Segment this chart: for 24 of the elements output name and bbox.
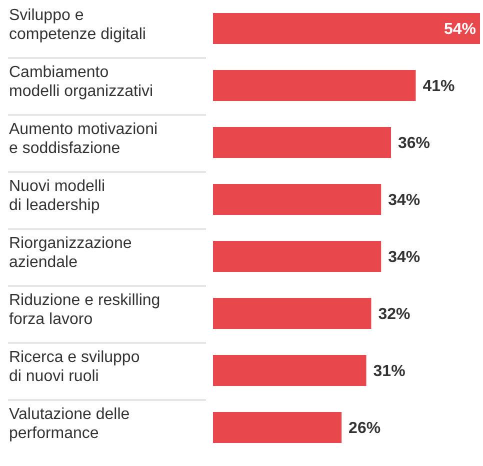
bar <box>213 412 342 443</box>
y-tick-label: Nuovi modelli di leadership <box>9 178 106 214</box>
y-tick-label: Riduzione e reskilling forza lavoro <box>9 292 160 328</box>
bar <box>213 184 382 215</box>
data-label: 54% <box>444 21 476 38</box>
y-tick-label: Sviluppo e competenze digitali <box>9 7 146 43</box>
data-label: 32% <box>378 306 410 323</box>
data-label: 41% <box>422 78 455 95</box>
bar <box>213 70 416 101</box>
y-tick-label: Riorganizzazione aziendale <box>9 235 132 271</box>
bar <box>213 13 480 44</box>
y-tick-label: Valutazione delle performance <box>9 406 130 442</box>
y-tick-label: Ricerca e sviluppo di nuovi ruoli <box>9 349 140 385</box>
bar <box>213 127 391 158</box>
data-label: 34% <box>388 192 420 209</box>
data-label: 36% <box>398 135 430 152</box>
data-label: 26% <box>348 420 381 437</box>
bar <box>213 355 366 386</box>
bar <box>213 298 372 329</box>
data-label: 34% <box>388 249 420 266</box>
data-label: 31% <box>373 363 406 380</box>
y-tick-label: Aumento motivazioni e soddisfazione <box>9 121 158 157</box>
y-tick-label: Cambiamento modelli organizzativi <box>9 64 154 100</box>
bar <box>213 241 382 272</box>
